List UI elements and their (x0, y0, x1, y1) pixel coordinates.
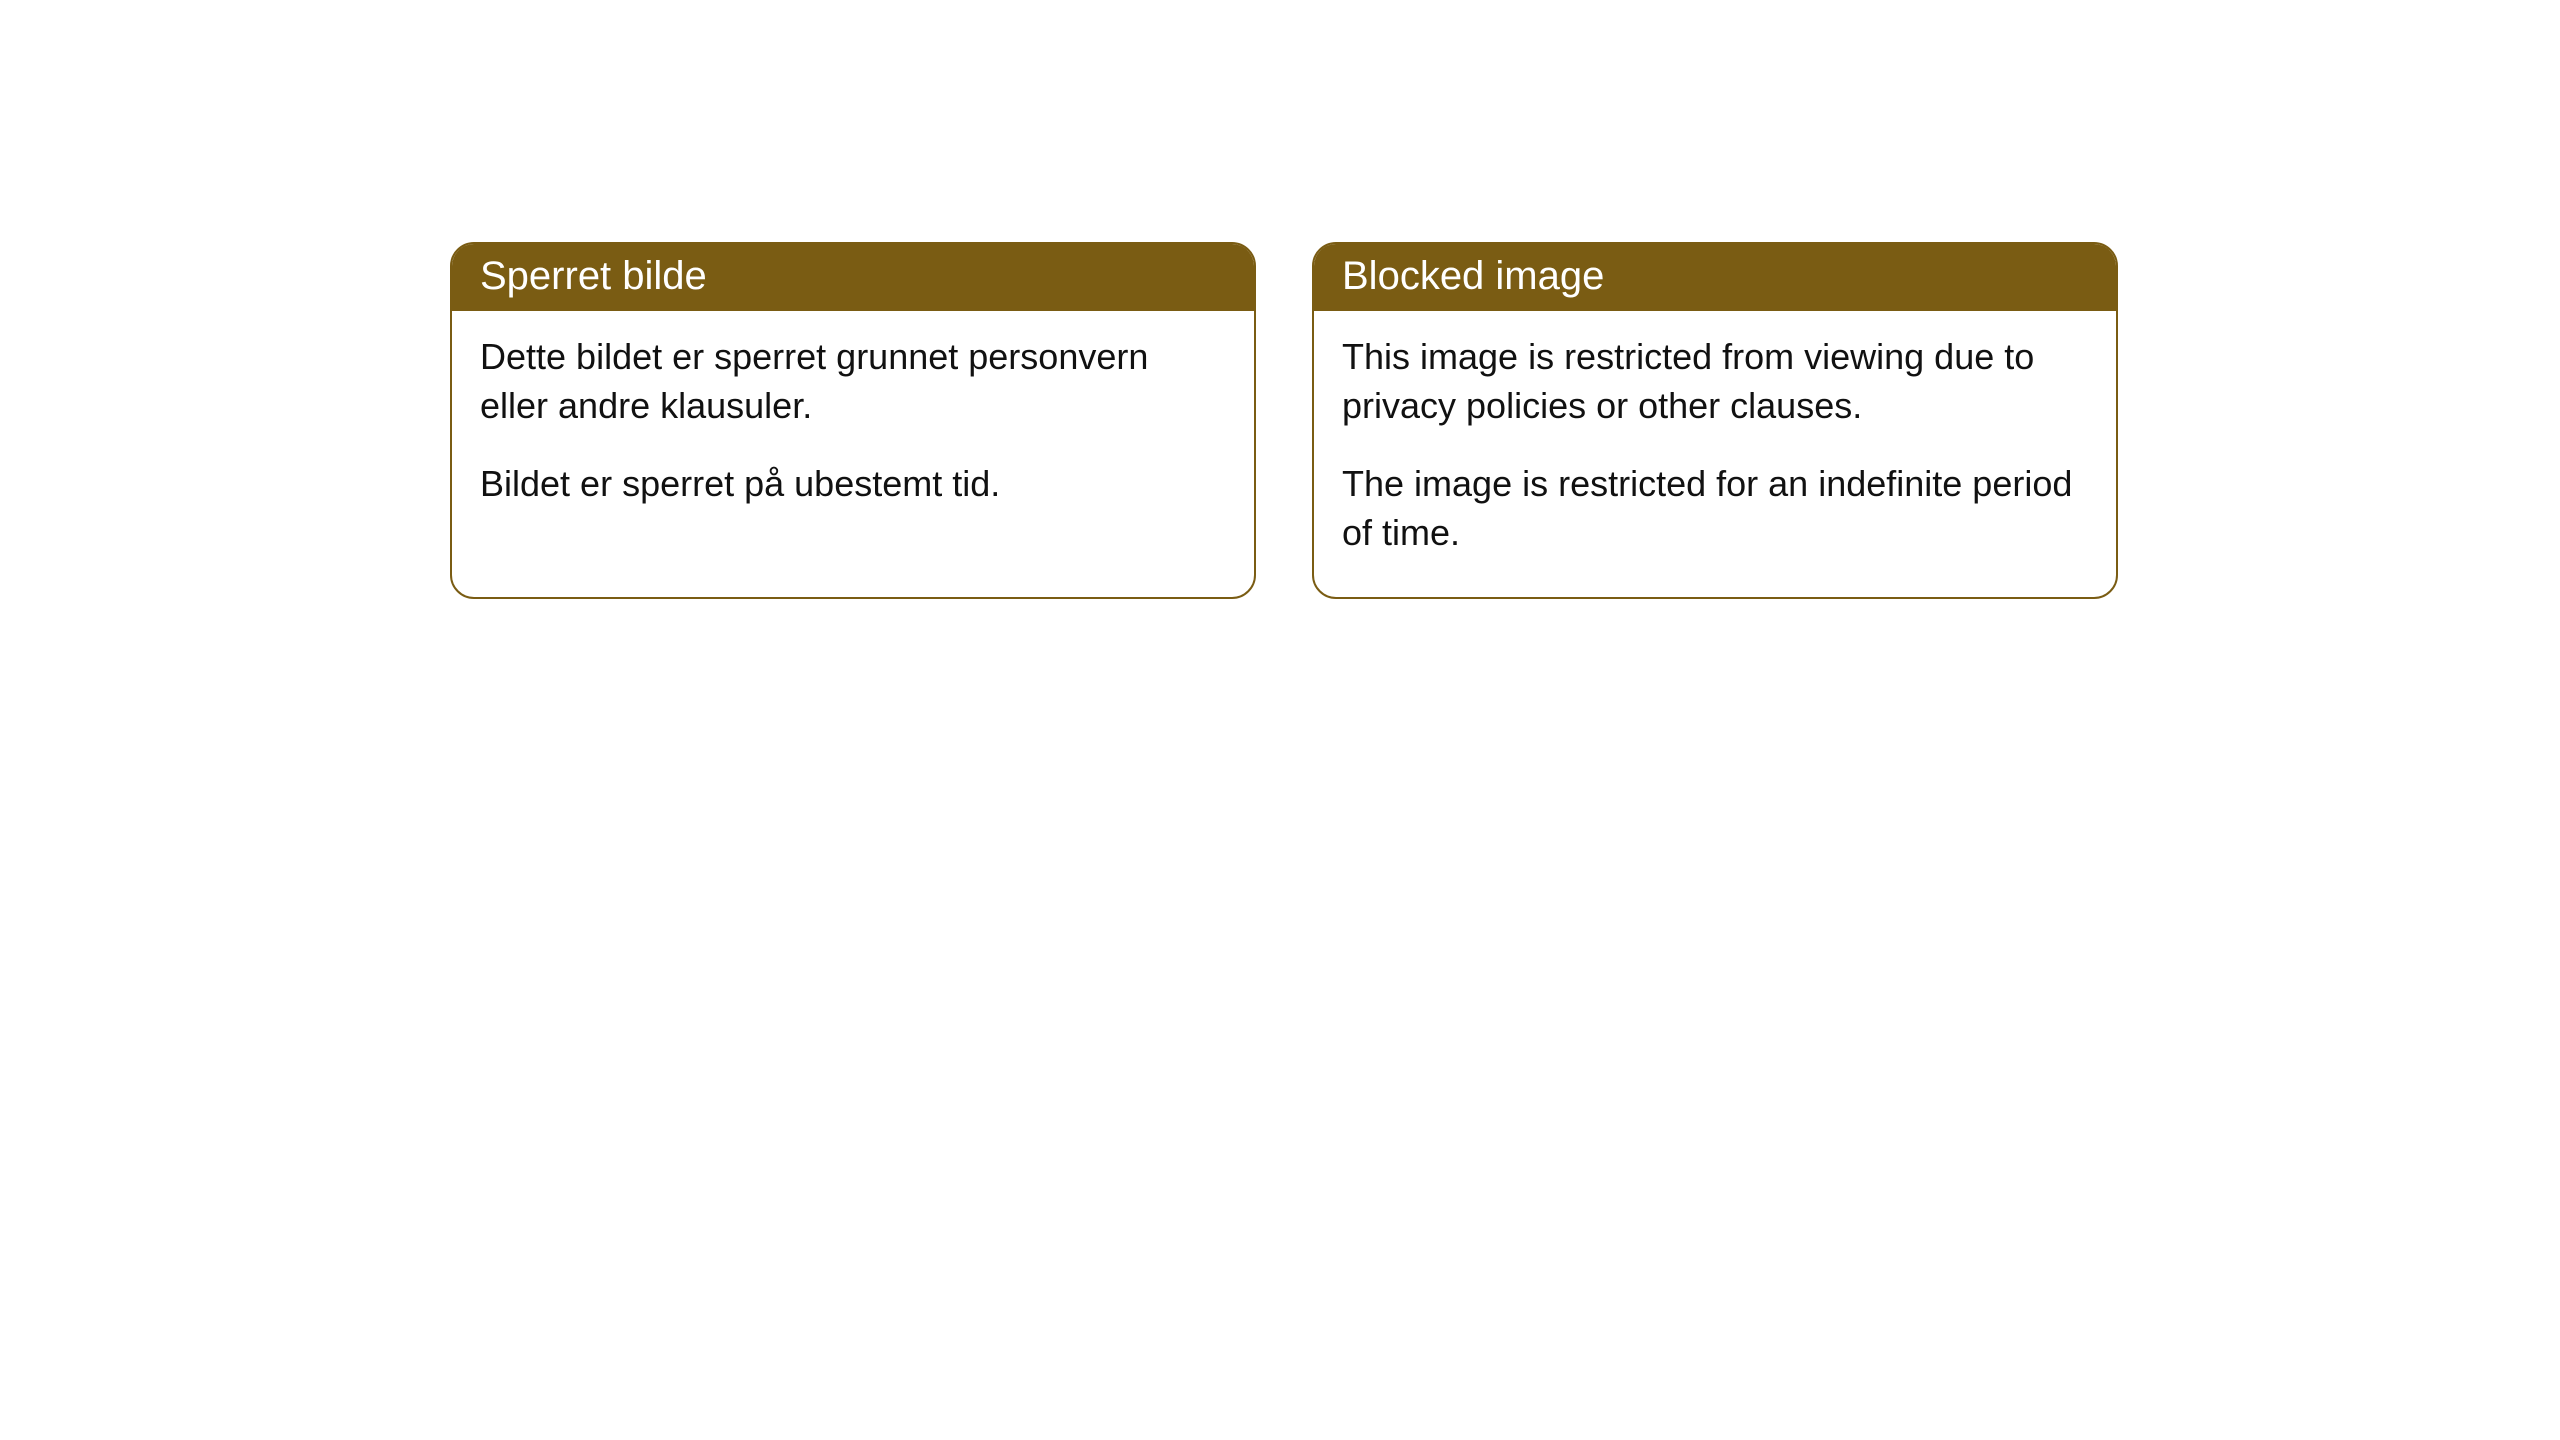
notice-cards-container: Sperret bilde Dette bildet er sperret gr… (450, 242, 2118, 599)
card-paragraph: The image is restricted for an indefinit… (1342, 460, 2088, 557)
card-header: Sperret bilde (452, 244, 1254, 311)
card-paragraph: Dette bildet er sperret grunnet personve… (480, 333, 1226, 430)
card-paragraph: This image is restricted from viewing du… (1342, 333, 2088, 430)
card-header: Blocked image (1314, 244, 2116, 311)
blocked-image-card-norwegian: Sperret bilde Dette bildet er sperret gr… (450, 242, 1256, 599)
card-body: This image is restricted from viewing du… (1314, 311, 2116, 597)
card-body: Dette bildet er sperret grunnet personve… (452, 311, 1254, 549)
blocked-image-card-english: Blocked image This image is restricted f… (1312, 242, 2118, 599)
card-title: Sperret bilde (480, 254, 707, 298)
card-title: Blocked image (1342, 254, 1604, 298)
card-paragraph: Bildet er sperret på ubestemt tid. (480, 460, 1226, 509)
